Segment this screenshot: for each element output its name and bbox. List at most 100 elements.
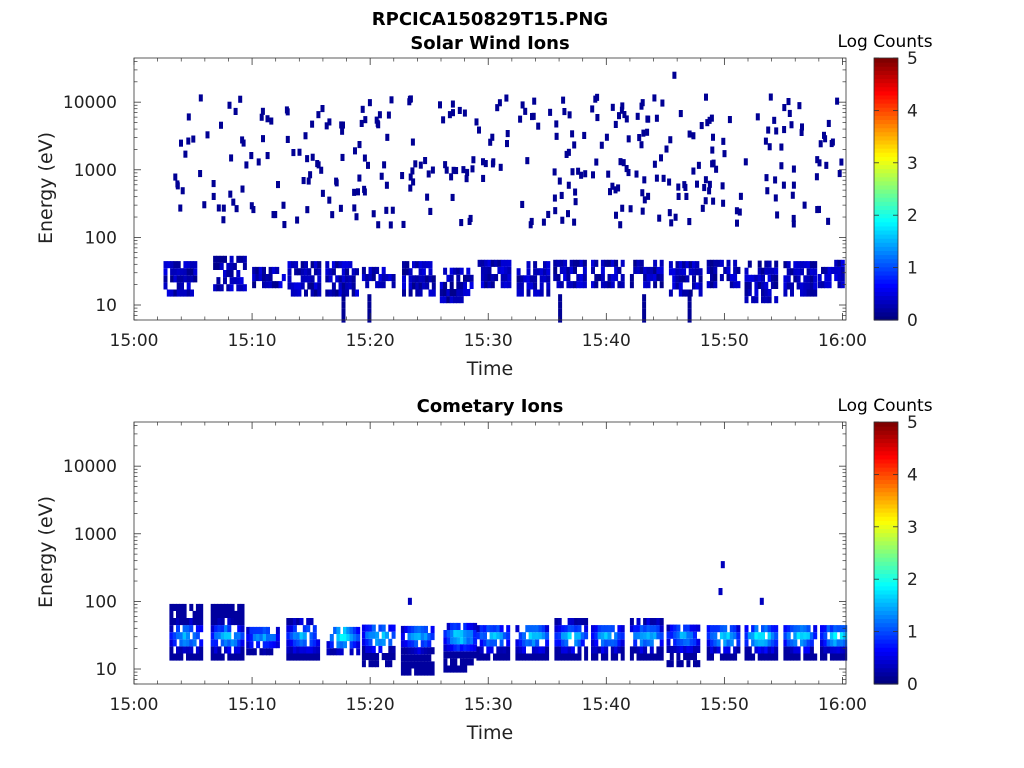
- burst-cell: [582, 266, 587, 274]
- burst-cell: [744, 267, 749, 275]
- scatter-cell: [357, 141, 362, 149]
- scatter-cell: [799, 128, 804, 136]
- burst-cell: [309, 646, 314, 654]
- burst-cell: [526, 261, 531, 269]
- burst-cell: [459, 296, 464, 304]
- burst-cell: [237, 639, 242, 647]
- burst-cell: [192, 610, 197, 618]
- burst-cell: [607, 625, 612, 633]
- burst-cell: [180, 289, 184, 297]
- burst-cell: [186, 632, 190, 640]
- scatter-cell: [676, 192, 681, 200]
- burst-cell: [469, 658, 474, 666]
- burst-cell: [639, 653, 644, 661]
- burst-cell: [507, 259, 512, 267]
- burst-cell: [695, 282, 700, 290]
- burst-cell: [169, 603, 174, 611]
- burst-cell: [668, 261, 673, 269]
- burst-cell: [199, 625, 204, 633]
- burst-cell: [610, 653, 615, 661]
- colorbar-step: [874, 74, 898, 80]
- burst-cell: [636, 266, 641, 274]
- burst-cell: [563, 259, 568, 267]
- burst-cell: [220, 639, 225, 647]
- burst-cell: [604, 653, 609, 661]
- burst-cell: [761, 296, 765, 304]
- burst-cell: [649, 632, 654, 640]
- colorbar-step: [874, 663, 898, 669]
- burst-cell: [459, 658, 464, 666]
- scatter-cell: [814, 173, 819, 181]
- colorbar-step: [874, 184, 898, 190]
- scatter-cell: [564, 150, 569, 158]
- colorbar-step: [874, 618, 898, 624]
- scatter-cell: [667, 209, 672, 217]
- colorbar-step: [874, 569, 898, 575]
- burst-cell: [227, 618, 232, 626]
- burst-cell: [839, 653, 844, 661]
- x-tick-label: 15:10: [228, 695, 277, 715]
- burst-cell: [186, 639, 190, 647]
- burst-cell: [591, 632, 595, 640]
- burst-cell: [227, 632, 232, 640]
- burst-cell: [796, 268, 801, 276]
- scatter-cell: [282, 221, 287, 229]
- burst-cell: [689, 631, 694, 639]
- colorbar-step: [874, 585, 898, 591]
- colorbar-frame: [873, 421, 899, 685]
- burst-cell: [570, 618, 575, 626]
- burst-cell: [427, 633, 432, 641]
- burst-cell: [343, 634, 347, 642]
- colorbar-step: [874, 520, 898, 525]
- colorbar-step: [874, 638, 898, 644]
- burst-cell: [356, 648, 361, 656]
- burst-cell: [710, 281, 714, 289]
- burst-cell: [726, 653, 731, 661]
- burst-cell: [693, 645, 697, 653]
- colorbar-step: [874, 507, 898, 513]
- scatter-cell: [353, 147, 357, 155]
- burst-cell: [706, 259, 711, 267]
- burst-cell: [574, 625, 579, 633]
- burst-cell: [240, 646, 245, 654]
- burst-cell: [252, 626, 257, 634]
- burst-cell: [806, 653, 811, 661]
- burst-cell: [666, 638, 671, 646]
- burst-cell: [610, 281, 615, 289]
- burst-cell: [446, 665, 451, 673]
- burst-cell: [531, 646, 536, 654]
- burst-cell: [584, 653, 589, 661]
- burst-cell: [673, 638, 678, 646]
- burst-cell: [729, 632, 734, 640]
- burst-cell: [696, 660, 701, 668]
- burst-cell: [189, 603, 194, 611]
- burst-cell: [466, 658, 471, 666]
- burst-cell: [427, 647, 432, 655]
- burst-cell: [240, 603, 245, 611]
- burst-cell: [729, 639, 734, 647]
- burst-cell: [286, 625, 291, 633]
- burst-cell: [463, 665, 468, 673]
- burst-cell: [169, 618, 174, 626]
- scatter-cell: [790, 191, 795, 199]
- burst-cell: [636, 646, 641, 654]
- burst-cell: [790, 268, 794, 276]
- colorbar-tick-label: 5: [907, 413, 918, 433]
- burst-cell: [169, 625, 174, 633]
- burst-cell: [696, 624, 701, 632]
- burst-cell: [312, 646, 317, 654]
- burst-cell: [639, 259, 644, 267]
- burst-cell: [767, 632, 772, 640]
- burst-cell: [240, 618, 245, 626]
- colorbar-step: [874, 446, 898, 452]
- scatter-cell: [281, 201, 286, 209]
- burst-cell: [706, 281, 711, 289]
- burst-cell: [224, 646, 228, 654]
- burst-cell: [793, 646, 798, 654]
- burst-cell: [539, 268, 544, 276]
- burst-cell: [286, 632, 291, 640]
- burst-cell: [594, 653, 599, 661]
- burst-cell: [783, 639, 788, 647]
- burst-cell: [476, 646, 481, 654]
- colorbar-tick-label: 1: [907, 259, 918, 279]
